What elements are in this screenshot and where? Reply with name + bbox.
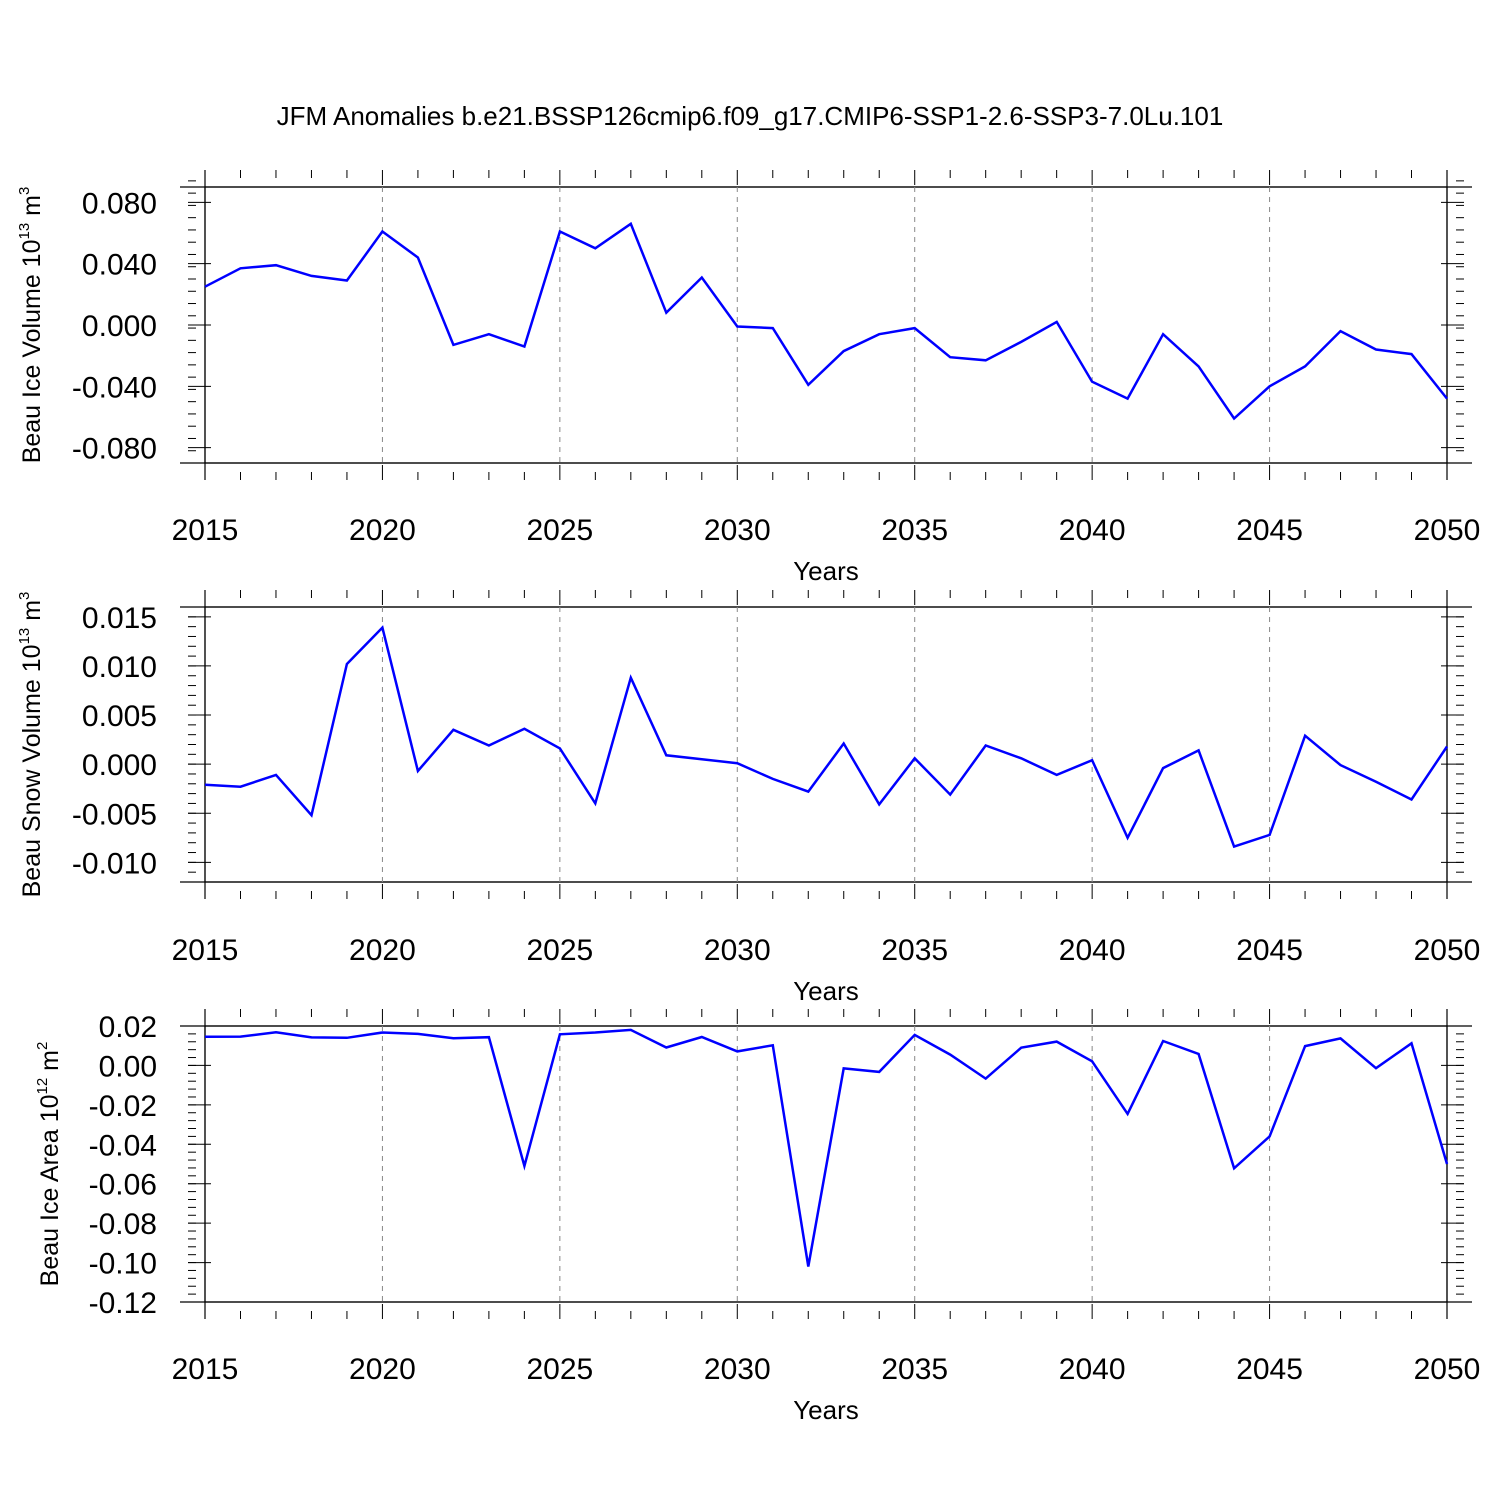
x-tick-label: 2030 bbox=[704, 934, 771, 967]
x-tick-label: 2025 bbox=[526, 514, 593, 547]
x-tick-label: 2020 bbox=[349, 514, 416, 547]
x-axis-title: Years bbox=[793, 556, 859, 586]
y-tick-label: 0.00 bbox=[99, 1050, 157, 1083]
y-axis-title: Beau Ice Area 1012 m2 bbox=[34, 1042, 64, 1287]
x-tick-label: 2020 bbox=[349, 934, 416, 967]
y-axis-title: Beau Ice Volume 1013 m3 bbox=[16, 187, 46, 464]
y-tick-labels: 0.015 0.010 0.005 0.000 -0.005 -0.010 bbox=[72, 602, 157, 881]
y-tick-label: -0.08 bbox=[89, 1208, 157, 1241]
y-axis-title-unit-exponent: 3 bbox=[16, 187, 33, 195]
series-points bbox=[204, 627, 1448, 847]
y-tick-label: 0.015 bbox=[82, 602, 157, 635]
x-tick-labels: 2015 2020 2025 2030 2035 2040 2045 2050 bbox=[172, 1353, 1481, 1386]
y-tick-labels: 0.02 0.00 -0.02 -0.04 -0.06 -0.08 -0.10 -0.12 bbox=[89, 1011, 157, 1320]
y-tick-label: -0.10 bbox=[89, 1248, 157, 1281]
x-tick-label: 2030 bbox=[704, 1353, 771, 1386]
x-gridlines bbox=[381, 1026, 1271, 1302]
y-tick-label: -0.005 bbox=[72, 798, 157, 831]
panel-ice-volume: 2015 2020 2025 2030 2035 2040 2045 2050 Years 0.0… bbox=[16, 170, 1480, 586]
panel-snow-volume: 2015 2020 2025 2030 2035 2040 2045 2050 Years 0.0… bbox=[16, 590, 1480, 1006]
y-tick-label: 0.040 bbox=[82, 249, 157, 282]
series-points bbox=[204, 223, 1448, 419]
y-tick-label: -0.06 bbox=[89, 1169, 157, 1202]
y-axis-title-base: Beau Ice Area 10 bbox=[36, 1095, 64, 1287]
series-line bbox=[204, 1028, 1449, 1267]
y-axis-title-unit-exponent: 3 bbox=[16, 592, 33, 600]
y-ticks bbox=[188, 606, 1464, 883]
x-tick-label: 2030 bbox=[704, 514, 771, 547]
y-ticks bbox=[188, 1025, 1464, 1303]
y-tick-label: 0.005 bbox=[82, 700, 157, 733]
x-ticks bbox=[204, 170, 1448, 480]
series-line bbox=[204, 221, 1448, 421]
series-points bbox=[204, 1029, 1448, 1267]
y-tick-label: -0.080 bbox=[72, 433, 157, 466]
y-tick-label: -0.04 bbox=[89, 1129, 157, 1162]
y-tick-label: 0.000 bbox=[82, 749, 157, 782]
x-tick-label: 2050 bbox=[1414, 1353, 1481, 1386]
x-tick-label: 2015 bbox=[172, 514, 239, 547]
x-tick-label: 2025 bbox=[526, 1353, 593, 1386]
y-tick-label: -0.010 bbox=[72, 847, 157, 880]
y-axis-title-exponent: 12 bbox=[34, 1078, 51, 1095]
x-tick-label: 2035 bbox=[881, 514, 948, 547]
chart-title: JFM Anomalies b.e21.BSSP126cmip6.f09_g17… bbox=[277, 101, 1224, 131]
y-axis-title-unit: m bbox=[18, 195, 46, 223]
x-tick-labels: 2015 2020 2025 2030 2035 2040 2045 2050 bbox=[172, 934, 1481, 967]
x-tick-label: 2035 bbox=[881, 934, 948, 967]
axes-lines bbox=[180, 1009, 1472, 1319]
y-axis-title: Beau Snow Volume 1013 m3 bbox=[16, 592, 46, 898]
y-tick-label: -0.040 bbox=[72, 371, 157, 404]
y-axis-title-base: Beau Ice Volume 10 bbox=[18, 240, 46, 464]
y-tick-labels: 0.080 0.040 0.000 -0.040 -0.080 bbox=[72, 187, 157, 465]
y-axis-title-exponent: 13 bbox=[16, 223, 33, 240]
y-ticks bbox=[188, 180, 1464, 464]
x-tick-label: 2035 bbox=[881, 1353, 948, 1386]
y-tick-label: 0.000 bbox=[82, 310, 157, 343]
x-gridlines bbox=[381, 187, 1271, 463]
x-ticks bbox=[204, 1009, 1448, 1319]
x-tick-label: 2025 bbox=[526, 934, 593, 967]
y-axis-title-unit: m bbox=[36, 1050, 64, 1078]
y-axis-title-base: Beau Snow Volume 10 bbox=[18, 644, 46, 897]
y-tick-label: 0.02 bbox=[99, 1011, 157, 1044]
x-tick-label: 2045 bbox=[1236, 514, 1303, 547]
y-tick-label: -0.12 bbox=[89, 1287, 157, 1320]
x-tick-label: 2050 bbox=[1414, 934, 1481, 967]
axes-lines bbox=[180, 590, 1472, 899]
x-tick-label: 2045 bbox=[1236, 1353, 1303, 1386]
panel-ice-area: 2015 2020 2025 2030 2035 2040 2045 2050 Years 0.0… bbox=[34, 1009, 1480, 1425]
x-tick-label: 2050 bbox=[1414, 514, 1481, 547]
x-tick-label: 2040 bbox=[1059, 1353, 1126, 1386]
x-tick-labels: 2015 2020 2025 2030 2035 2040 2045 2050 bbox=[172, 514, 1481, 547]
y-tick-label: 0.010 bbox=[82, 651, 157, 684]
x-tick-label: 2040 bbox=[1059, 934, 1126, 967]
x-tick-label: 2015 bbox=[172, 934, 239, 967]
y-tick-label: 0.080 bbox=[82, 187, 157, 220]
y-axis-title-unit-exponent: 2 bbox=[34, 1042, 51, 1050]
x-tick-label: 2020 bbox=[349, 1353, 416, 1386]
x-ticks bbox=[204, 590, 1448, 899]
series-line bbox=[204, 625, 1449, 849]
x-tick-label: 2015 bbox=[172, 1353, 239, 1386]
axes-lines bbox=[180, 170, 1472, 480]
x-tick-label: 2045 bbox=[1236, 934, 1303, 967]
y-axis-title-exponent: 13 bbox=[16, 628, 33, 645]
y-tick-label: -0.02 bbox=[89, 1090, 157, 1123]
x-axis-title: Years bbox=[793, 1395, 859, 1425]
y-axis-title-unit: m bbox=[18, 600, 46, 628]
x-axis-title: Years bbox=[793, 976, 859, 1006]
x-tick-label: 2040 bbox=[1059, 514, 1126, 547]
